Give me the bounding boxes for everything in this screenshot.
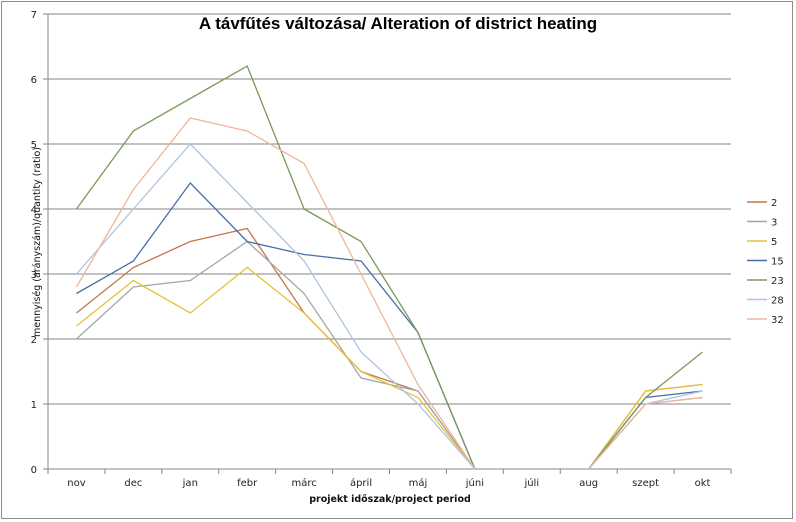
series-line: [76, 266, 476, 470]
legend-label: 5: [771, 237, 777, 248]
series-line: [588, 396, 703, 470]
axes: 0 1 2 3 4 5 6 7 nov dec jan febr márc ápril máj júni júl…: [31, 10, 732, 489]
series-line: [76, 181, 476, 470]
legend-label: 28: [771, 296, 784, 307]
legend-item: 2: [747, 198, 777, 209]
x-tick-label: márc: [291, 477, 316, 489]
series-32: [75, 117, 703, 470]
legend-item: 5: [747, 237, 777, 248]
y-tick-label: 4: [31, 205, 37, 216]
series-line: [588, 390, 703, 470]
series-line: [75, 143, 476, 470]
y-tick-label: 2: [31, 335, 37, 346]
x-tick-label: szept: [632, 478, 659, 489]
y-tick-label: 6: [31, 75, 37, 86]
x-tick-label: febr: [237, 478, 258, 489]
x-tick-label: okt: [695, 478, 711, 489]
x-tick-label: júli: [523, 477, 539, 489]
series-5: [76, 266, 703, 470]
series-3: [76, 240, 703, 470]
chart-title: A távfűtés változása/ Alteration of dist…: [199, 14, 597, 33]
legend-label: 2: [771, 198, 777, 209]
x-tick-label: dec: [124, 478, 142, 489]
legend-item: 28: [747, 296, 784, 307]
x-tick-label: aug: [579, 478, 598, 489]
series-line: [588, 351, 703, 470]
series-line: [75, 117, 476, 470]
legend-item: 23: [747, 276, 784, 287]
y-tick-label: 3: [31, 270, 37, 281]
series-line: [588, 390, 703, 470]
x-tick-label: nov: [67, 478, 85, 489]
x-tick-label: máj: [409, 477, 428, 489]
x-axis-title: projekt időszak/project period: [309, 494, 471, 505]
legend-item: 32: [747, 315, 784, 326]
series-line: [75, 65, 476, 470]
series-28: [75, 143, 703, 470]
x-tick-label: júni: [465, 477, 484, 489]
series-line: [76, 227, 476, 470]
y-tick-label: 5: [31, 140, 37, 151]
y-tick-label: 7: [31, 10, 37, 21]
x-tick-label: ápril: [350, 477, 372, 489]
series-line: [588, 396, 703, 470]
legend-label: 3: [771, 218, 777, 229]
x-tick-label: jan: [182, 478, 198, 489]
series-lines: [75, 65, 703, 470]
series-line: [76, 240, 476, 470]
legend-item: 15: [747, 257, 784, 268]
y-axis-title: mennyiség (arányszám)/quantity (ratio): [32, 147, 43, 337]
legend-label: 23: [771, 276, 784, 287]
y-tick-label: 0: [31, 465, 37, 476]
series-23: [75, 65, 703, 470]
series-15: [76, 181, 703, 470]
legend-label: 32: [771, 315, 784, 326]
legend-item: 3: [747, 218, 777, 229]
legend-label: 15: [771, 257, 784, 268]
series-2: [76, 227, 703, 470]
gridlines: [48, 13, 731, 405]
y-tick-label: 1: [31, 400, 37, 411]
